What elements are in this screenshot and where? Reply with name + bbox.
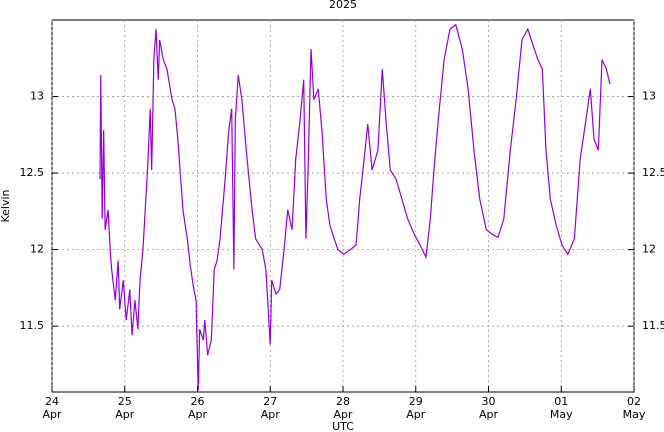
y2-tick-label: 12 xyxy=(642,243,656,256)
x-tick-label: 28 Apr xyxy=(333,395,353,421)
x-tick-label: 27 Apr xyxy=(261,395,281,421)
x-axis-label: UTC xyxy=(332,420,354,432)
data-line xyxy=(99,23,611,391)
y-axis-label: Kelvin xyxy=(0,189,12,222)
x-tick-label: 29 Apr xyxy=(406,395,426,421)
y2-tick-label: 12.5 xyxy=(642,166,664,179)
y2-tick-label: 13 xyxy=(642,90,656,103)
x-tick-label: 25 Apr xyxy=(115,395,135,421)
y-tick-label: 12.5 xyxy=(20,166,45,179)
y-tick-label: 12 xyxy=(30,243,44,256)
y2-tick-label: 11.5 xyxy=(642,319,664,332)
x-tick-label: 24 Apr xyxy=(42,395,62,421)
y-tick-label: 11.5 xyxy=(20,319,45,332)
x-tick-label: 01 May xyxy=(550,395,573,421)
x-tick-label: 02 May xyxy=(623,395,646,421)
x-tick-label: 26 Apr xyxy=(188,395,208,421)
chart-title: 2025 xyxy=(329,0,357,11)
y-tick-label: 13 xyxy=(30,90,44,103)
x-tick-label: 30 Apr xyxy=(479,395,499,421)
